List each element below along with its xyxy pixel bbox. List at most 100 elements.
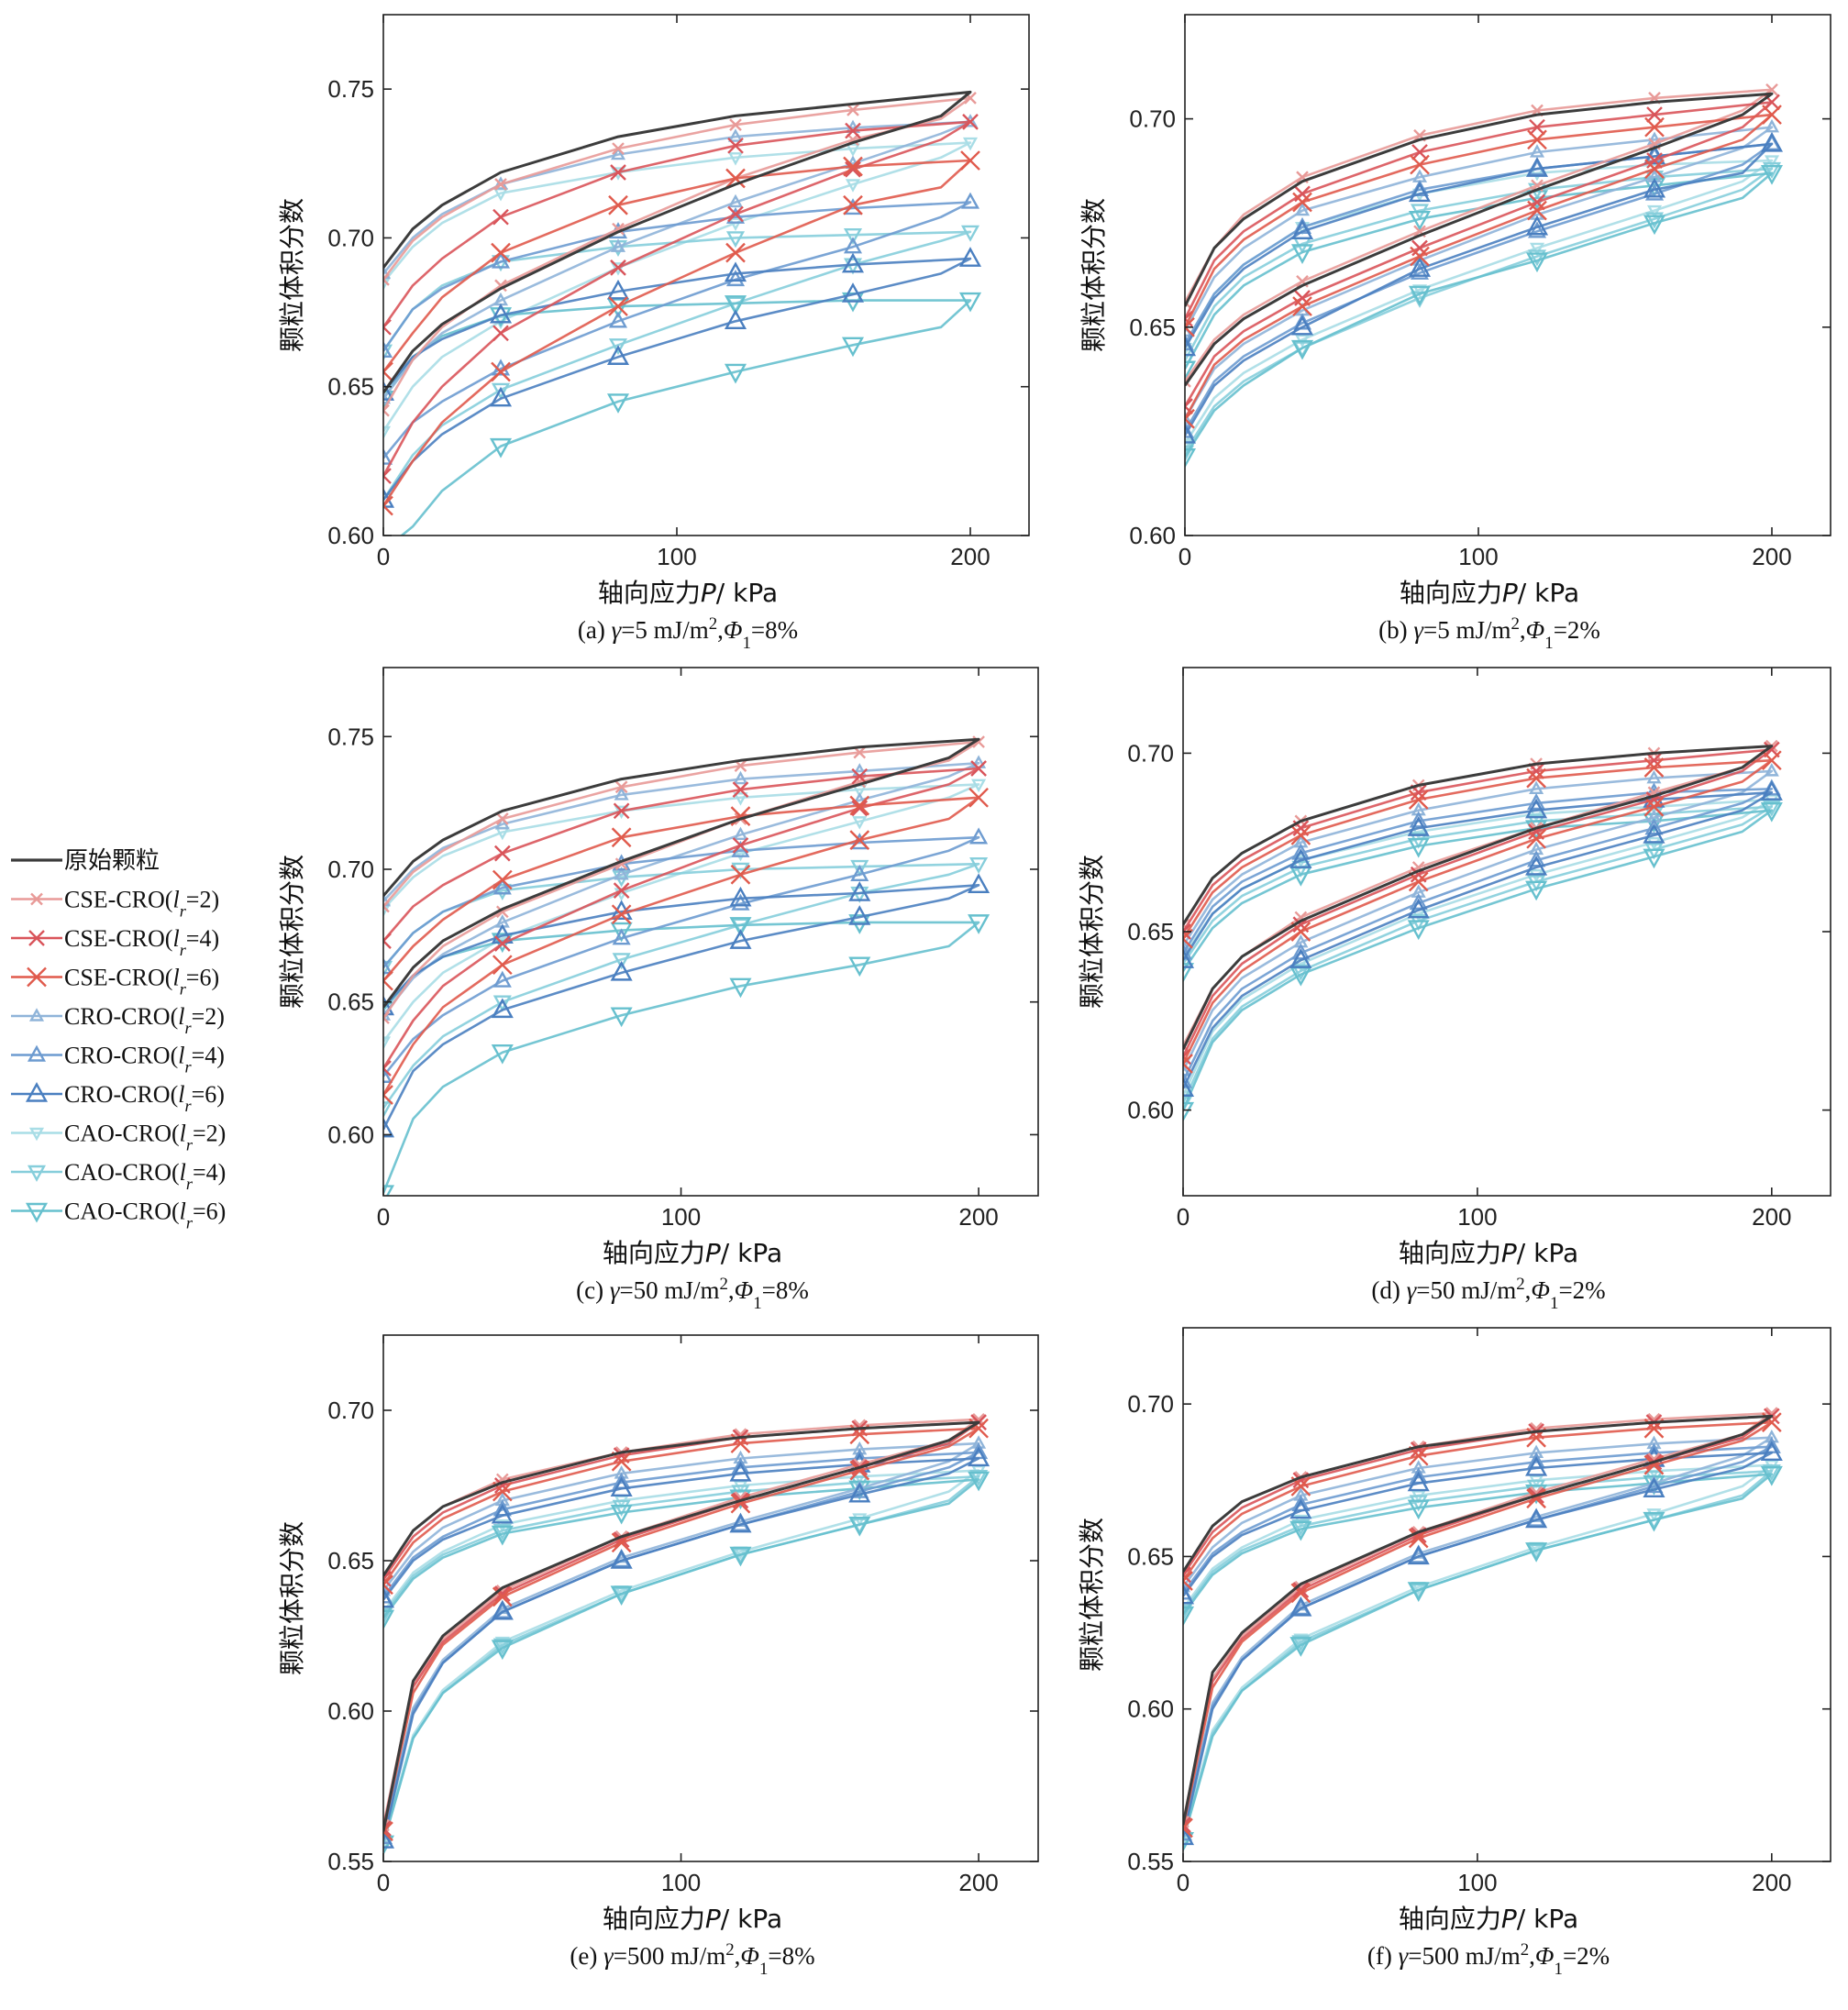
marker-cao6: [1290, 339, 1314, 360]
series-orig: [383, 1420, 980, 1832]
series-orig: [1183, 745, 1774, 1051]
chart-panel-c: 0 100 200 0.60 0.65 0.70 0.75 轴向应力P/ kPa 颗粒体积分数 (…: [277, 667, 1039, 1313]
panel-caption: (f) γ=500 mJ/m2,Φ1=2%: [1367, 1940, 1610, 1979]
y-tick-label: 0.75: [327, 75, 374, 103]
marker-cro6: [1185, 423, 1197, 444]
marker-cao2: [971, 779, 987, 793]
marker-cse6: [1410, 246, 1430, 267]
marker-cse4: [845, 160, 861, 178]
series-line-orig: [383, 90, 972, 394]
x-tick-label: 200: [958, 1869, 998, 1896]
marker-cse6: [491, 242, 511, 263]
marker-cro6: [491, 998, 514, 1019]
marker-cse6: [1290, 1583, 1311, 1604]
chart-panel-e: 0 100 200 0.55 0.60 0.65 0.70 轴向应力P/ kPa 颗粒体积分数 (…: [277, 1334, 1039, 1979]
series-line-cro6: [383, 257, 972, 501]
marker-cro6: [383, 381, 395, 401]
legend-item-orig: 原始颗粒: [11, 847, 160, 874]
marker-cse6: [1408, 790, 1429, 810]
marker-cse6: [1761, 750, 1782, 771]
legend-item-cao4: CAO-CRO(lr=4): [11, 1159, 226, 1193]
marker-cse4: [727, 137, 744, 154]
marker-cro2: [494, 816, 510, 830]
legend-marker: [27, 1165, 47, 1182]
marker-cro2: [383, 892, 392, 907]
x-axis-label: 轴向应力P/ kPa: [598, 578, 778, 608]
legend-marker: [30, 892, 43, 906]
marker-cse4: [492, 208, 509, 226]
legend-item-cro4: CRO-CRO(lr=4): [11, 1043, 225, 1077]
marker-cse6: [611, 1532, 632, 1553]
marker-cse4: [383, 1060, 392, 1077]
y-tick-label: 0.65: [1127, 1542, 1174, 1570]
series-cro2: [383, 755, 987, 1021]
series-line-cse6: [383, 1427, 980, 1832]
legend-marker: [27, 1044, 47, 1062]
marker-cao6: [1407, 1582, 1430, 1602]
marker-cao4: [725, 231, 746, 248]
marker-cro6: [1289, 1596, 1312, 1617]
marker-cse6: [1408, 871, 1429, 892]
marker-cao2: [733, 792, 748, 806]
y-tick-label: 0.60: [1127, 1097, 1174, 1124]
marker-cse6: [383, 361, 393, 382]
marker-cao6: [729, 1546, 752, 1567]
marker-cro2: [733, 770, 748, 785]
marker-cro4: [1644, 183, 1665, 201]
legend-marker: [27, 966, 47, 988]
legend-marker: [28, 930, 45, 946]
marker-cao2: [852, 816, 868, 830]
marker-cro6: [1289, 1498, 1312, 1519]
marker-cse6: [1408, 1445, 1429, 1466]
marker-cro2: [610, 238, 626, 252]
series-line-cao4: [1185, 167, 1774, 453]
marker-cao4: [1762, 800, 1781, 817]
marker-cro4: [608, 311, 628, 328]
marker-cro6: [848, 1482, 871, 1503]
marker-cse6: [383, 1085, 393, 1105]
marker-cao6: [1408, 285, 1432, 306]
marker-cro6: [1643, 177, 1666, 198]
marker-cro4: [383, 340, 393, 358]
marker-cao4: [491, 382, 511, 400]
series-cse6: [383, 150, 980, 516]
series-cao2: [383, 137, 979, 440]
series-line-cao2: [383, 141, 972, 433]
legend-item-cse6: CSE-CRO(lr=6): [11, 965, 219, 999]
marker-cro2: [1529, 780, 1544, 795]
series-line-cse4: [383, 120, 972, 477]
marker-cao6: [848, 956, 871, 977]
marker-cao4: [383, 1607, 393, 1625]
y-tick-label: 0.60: [1127, 1695, 1174, 1723]
y-tick-label: 0.60: [1129, 522, 1176, 549]
marker-cao6: [1290, 244, 1314, 264]
marker-cse4: [732, 837, 749, 854]
y-tick-label: 0.70: [1127, 1390, 1174, 1418]
series-line-cro6: [1183, 1452, 1774, 1838]
marker-cro6: [1760, 1441, 1783, 1462]
marker-cro2: [1646, 769, 1662, 784]
series-cro6: [1185, 131, 1784, 444]
axes-frame: [382, 1334, 1039, 1862]
marker-cse6: [1185, 408, 1195, 429]
marker-cro6: [841, 282, 865, 303]
x-tick-label: 200: [1752, 543, 1791, 570]
marker-cse6: [730, 864, 751, 885]
marker-cse6: [1292, 192, 1312, 213]
marker-cro2: [610, 146, 626, 160]
marker-cao6: [1183, 1606, 1195, 1627]
marker-cao4: [1185, 445, 1195, 462]
series-cao4: [383, 856, 989, 1119]
marker-cro4: [383, 1066, 393, 1083]
series-line-cse6: [1185, 113, 1774, 420]
marker-cro6: [489, 303, 513, 324]
series-line-cao4: [383, 1474, 980, 1844]
marker-cro4: [492, 970, 512, 988]
marker-cse6: [725, 242, 746, 263]
y-tick-label: 0.60: [327, 1121, 374, 1148]
marker-cse6: [849, 830, 870, 850]
series-line-cse4: [1185, 101, 1774, 407]
marker-cse4: [610, 260, 626, 276]
x-axis-label: 轴向应力P/ kPa: [1399, 1904, 1578, 1934]
marker-cro6: [383, 1587, 395, 1608]
